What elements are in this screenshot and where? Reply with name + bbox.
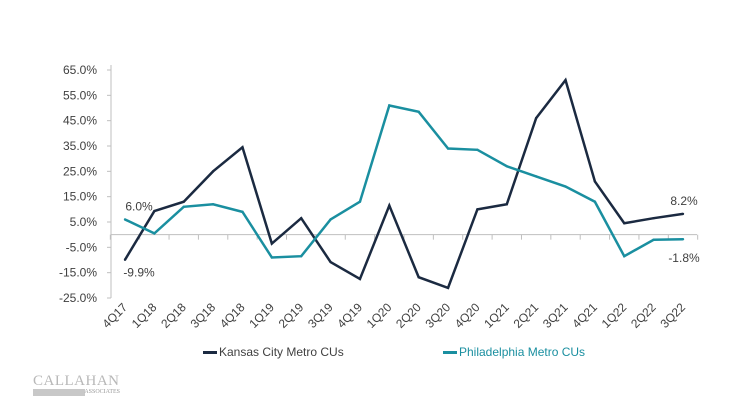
legend-label-kansas-city: Kansas City Metro CUs (219, 345, 344, 359)
data-point-kansas-city (593, 180, 597, 183)
x-tick-label: 1Q22 (599, 300, 630, 331)
data-point-philadelphia (652, 238, 655, 241)
data-point-kansas-city (241, 146, 244, 149)
x-tick-label: 4Q21 (569, 300, 600, 331)
data-point-kansas-city (505, 203, 508, 206)
data-point-philadelphia (534, 175, 538, 178)
y-tick-label: -15.0% (59, 266, 97, 280)
x-tick-label: 3Q19 (305, 300, 336, 331)
x-tick-label: 1Q19 (246, 300, 277, 331)
y-tick-label: 55.0% (63, 88, 97, 102)
x-tick-label: 4Q19 (334, 300, 365, 331)
data-point-kansas-city (358, 277, 362, 281)
series-line-kansas-city (123, 77, 684, 290)
data-point-kansas-city (300, 217, 303, 220)
data-label-last-philadelphia: -1.8% (668, 251, 700, 265)
legend-item-kansas-city: Kansas City Metro CUs (203, 345, 344, 359)
legend-item-philadelphia: Philadelphia Metro CUs (443, 345, 585, 359)
x-tick-label: 4Q20 (452, 300, 483, 331)
y-tick-label: 65.0% (63, 63, 97, 77)
y-tick-label: 35.0% (63, 139, 97, 153)
x-tick-label: 3Q21 (540, 300, 571, 331)
y-tick-label: 15.0% (63, 190, 97, 204)
data-point-philadelphia (564, 185, 567, 188)
y-tick-label: 45.0% (63, 114, 97, 128)
data-point-kansas-city (652, 217, 655, 220)
x-tick-label: 4Q17 (99, 300, 130, 331)
data-point-kansas-city (681, 212, 685, 216)
data-point-kansas-city (123, 258, 127, 261)
y-tick-label: 25.0% (63, 164, 97, 178)
data-point-philadelphia (417, 110, 420, 114)
x-tick-label: 3Q20 (423, 300, 454, 331)
data-point-philadelphia (388, 104, 391, 107)
data-point-philadelphia (329, 218, 332, 221)
data-point-kansas-city (564, 78, 567, 82)
legend-swatch-philadelphia (443, 350, 457, 354)
data-point-kansas-city (211, 170, 215, 173)
data-point-kansas-city (623, 222, 626, 225)
x-tick-label: 1Q18 (129, 300, 160, 331)
y-axis: 65.0% 55.0% 45.0% 35.0% 25.0% 15.0% 5.0% -5.0% -… (59, 63, 112, 305)
logo-line2: ASSOCIATES (33, 389, 120, 396)
data-label-last-kansas-city: 8.2% (670, 194, 698, 208)
data-label-first-kansas-city: -9.9% (123, 266, 155, 280)
data-point-philadelphia (476, 148, 479, 151)
data-label-first-philadelphia: 6.0% (125, 199, 153, 213)
data-point-philadelphia (123, 218, 127, 221)
y-tick-label: -5.0% (66, 240, 98, 254)
data-point-kansas-city (329, 260, 332, 264)
logo-line1: CALLAHAN (33, 373, 120, 389)
callahan-logo: CALLAHAN ASSOCIATES (33, 374, 120, 396)
data-point-philadelphia (300, 255, 303, 258)
data-point-kansas-city (476, 208, 479, 211)
x-tick-label: 3Q22 (657, 300, 688, 331)
series-line-philadelphia (124, 104, 684, 259)
data-point-philadelphia (623, 255, 626, 258)
data-point-philadelphia (505, 165, 508, 168)
data-point-kansas-city (417, 276, 420, 279)
data-point-kansas-city (388, 204, 391, 207)
x-tick-label: 2Q20 (393, 300, 424, 331)
x-tick-label: 3Q18 (188, 300, 219, 331)
x-tick-label: 2Q21 (511, 300, 542, 331)
data-point-philadelphia (593, 200, 597, 203)
y-tick-label: -25.0% (59, 291, 97, 305)
data-point-philadelphia (241, 210, 244, 214)
data-point-kansas-city (182, 200, 185, 203)
x-tick-label: 2Q18 (158, 300, 189, 331)
series-lines (123, 77, 685, 290)
data-labels: -9.9% 8.2% 6.0% -1.8% (123, 194, 700, 280)
data-point-philadelphia (681, 238, 685, 241)
x-tick-label: 2Q19 (276, 300, 307, 331)
x-tick-label: 4Q18 (217, 300, 248, 331)
data-point-philadelphia (153, 232, 156, 235)
data-point-philadelphia (446, 147, 450, 150)
y-tick-label: 5.0% (70, 215, 98, 229)
data-point-kansas-city (153, 209, 156, 213)
legend-swatch-kansas-city (203, 350, 217, 354)
data-point-philadelphia (211, 203, 215, 206)
data-point-philadelphia (358, 200, 362, 203)
data-point-kansas-city (446, 286, 450, 290)
x-tick-label: 2Q22 (628, 300, 659, 331)
x-tick-label: 1Q20 (364, 300, 395, 331)
data-point-kansas-city (270, 242, 274, 245)
data-point-kansas-city (534, 116, 538, 120)
x-axis: 4Q171Q182Q183Q184Q181Q192Q193Q194Q191Q20… (99, 234, 699, 331)
data-point-philadelphia (182, 205, 185, 208)
x-tick-label: 1Q21 (481, 300, 512, 331)
legend-label-philadelphia: Philadelphia Metro CUs (459, 345, 586, 359)
data-point-philadelphia (270, 256, 274, 259)
